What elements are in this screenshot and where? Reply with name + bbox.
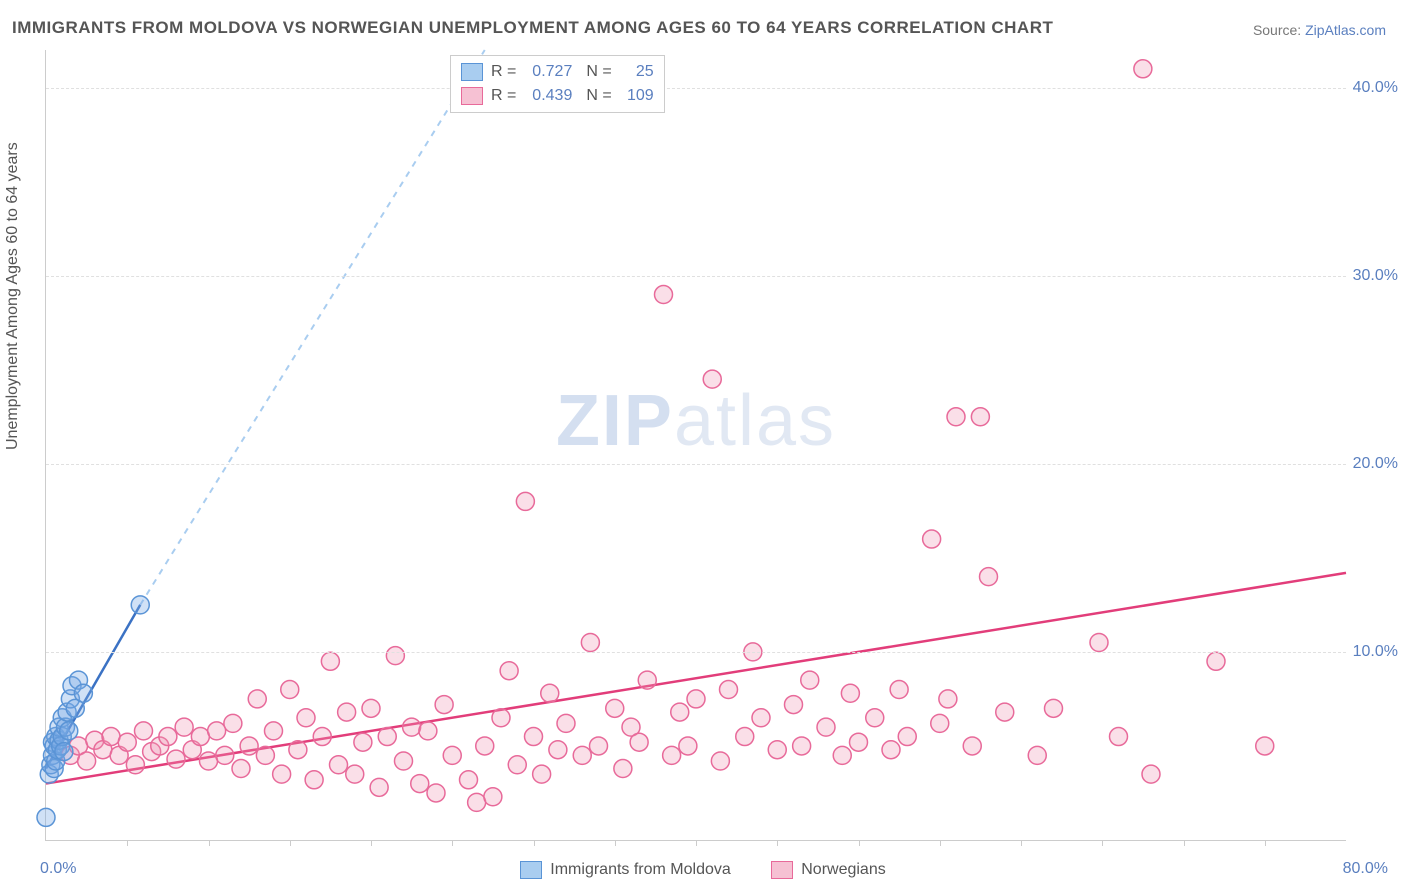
source-name: ZipAtlas.com [1305,22,1386,38]
swatch-series-1 [461,63,483,81]
chart-title: IMMIGRANTS FROM MOLDOVA VS NORWEGIAN UNE… [12,18,1053,38]
legend-label-2: Norwegians [801,861,885,879]
y-tick-label: 30.0% [1353,267,1398,285]
legend-item-2: Norwegians [771,861,885,879]
r-value-2: 0.439 [522,87,572,105]
r-label-1: R = [491,63,516,81]
n-label-1: N = [586,63,611,81]
y-tick-label: 40.0% [1353,79,1398,97]
correlation-legend: R = 0.727 N = 25 R = 0.439 N = 109 [450,55,665,113]
source-attribution: Source: ZipAtlas.com [1253,22,1386,38]
n-value-2: 109 [618,87,654,105]
scatter-plot-area: ZIPatlas [45,50,1346,841]
legend-row-1: R = 0.727 N = 25 [461,60,654,84]
series-legend: Immigrants from Moldova Norwegians [0,861,1406,884]
y-tick-label: 10.0% [1353,643,1398,661]
source-label: Source: [1253,22,1305,38]
chart-svg [46,50,1346,840]
swatch-series-1-b [520,861,542,879]
r-label-2: R = [491,87,516,105]
n-label-2: N = [586,87,611,105]
legend-row-2: R = 0.439 N = 109 [461,84,654,108]
legend-item-1: Immigrants from Moldova [520,861,731,879]
swatch-series-2 [461,87,483,105]
swatch-series-2-b [771,861,793,879]
legend-label-1: Immigrants from Moldova [550,861,731,879]
y-tick-label: 20.0% [1353,455,1398,473]
r-value-1: 0.727 [522,63,572,81]
n-value-1: 25 [618,63,654,81]
y-axis-label: Unemployment Among Ages 60 to 64 years [4,142,22,450]
